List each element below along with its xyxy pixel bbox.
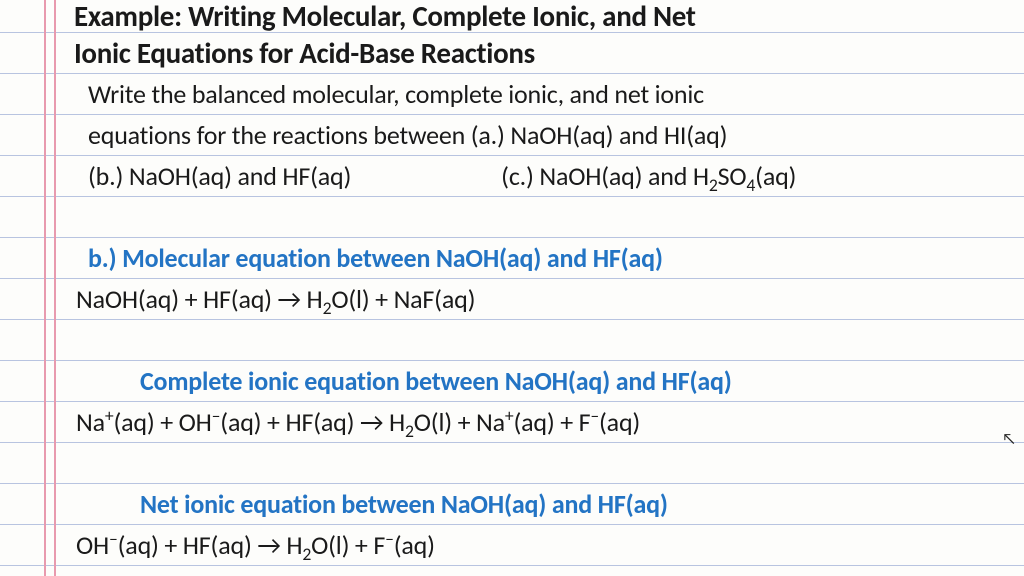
eq-n-p1: OH [76, 529, 109, 561]
title-line1: Example: Writing Molecular, Complete Ion… [74, 0, 1004, 37]
equation-net-ionic: OH–(aq) + HF(aq) → H2O(l) + F–(aq) [74, 525, 1004, 566]
eq-n-p4: (aq) [394, 529, 435, 561]
heading-molecular: b.) Molecular equation between NaOH(aq) … [74, 238, 1004, 279]
notebook-paper: Example: Writing Molecular, Complete Ion… [0, 0, 1024, 576]
content-area: Example: Writing Molecular, Complete Ion… [74, 0, 1004, 566]
prompt-c-sub1: 2 [709, 174, 718, 196]
prompt-c-sub2: 4 [746, 174, 755, 196]
eq-c-p6: (aq) [599, 406, 640, 438]
prompt-c-mid: SO [718, 160, 747, 192]
blank-line [74, 320, 1004, 361]
eq-n-sub1: 2 [302, 543, 311, 565]
eq-c-p4: O(l) + Na [414, 406, 505, 438]
eq-c-p5: (aq) + F [513, 406, 590, 438]
eq-n-sup1: – [109, 527, 118, 549]
prompt-line2: equations for the reactions between (a.)… [88, 115, 1004, 156]
eq-c-p1: Na [76, 406, 105, 438]
eq-c-p3: (aq) + HF(aq) → H [220, 406, 405, 438]
eq-b-suffix: O(l) + NaF(aq) [331, 283, 475, 315]
problem-prompt: Write the balanced molecular, complete i… [74, 74, 1004, 197]
heading-complete-ionic: Complete ionic equation between NaOH(aq)… [74, 361, 1004, 402]
eq-c-sub1: 2 [405, 420, 414, 442]
eq-c-sup4: – [590, 404, 599, 426]
heading-net-ionic: Net ionic equation between NaOH(aq) and … [74, 484, 1004, 525]
eq-b-sub: 2 [323, 297, 332, 319]
prompt-line1: Write the balanced molecular, complete i… [88, 74, 1004, 115]
eq-n-sup2: – [385, 527, 394, 549]
eq-c-sup2: – [212, 404, 221, 426]
prompt-part-b: (b.) NaOH(aq) and HF(aq) [88, 156, 351, 197]
equation-complete-ionic: Na+(aq) + OH–(aq) + HF(aq) → H2O(l) + Na… [74, 402, 1004, 443]
prompt-c-prefix: (c.) NaOH(aq) and H [501, 160, 709, 192]
equation-molecular: NaOH(aq) + HF(aq) → H2O(l) + NaF(aq) [74, 279, 1004, 320]
blank-line [74, 197, 1004, 238]
red-margin-lines [44, 0, 56, 576]
title-line2: Ionic Equations for Acid-Base Reactions [74, 37, 1004, 74]
eq-b-prefix: NaOH(aq) + HF(aq) → H [76, 283, 323, 315]
blank-line [74, 443, 1004, 484]
eq-c-p2: (aq) + OH [113, 406, 211, 438]
eq-n-p3: O(l) + F [311, 529, 385, 561]
prompt-part-c: (c.) NaOH(aq) and H2SO4(aq) [501, 156, 796, 197]
cursor-icon: ↖ [1002, 430, 1016, 449]
eq-n-p2: (aq) + HF(aq) → H [118, 529, 303, 561]
prompt-c-suffix: (aq) [755, 160, 796, 192]
